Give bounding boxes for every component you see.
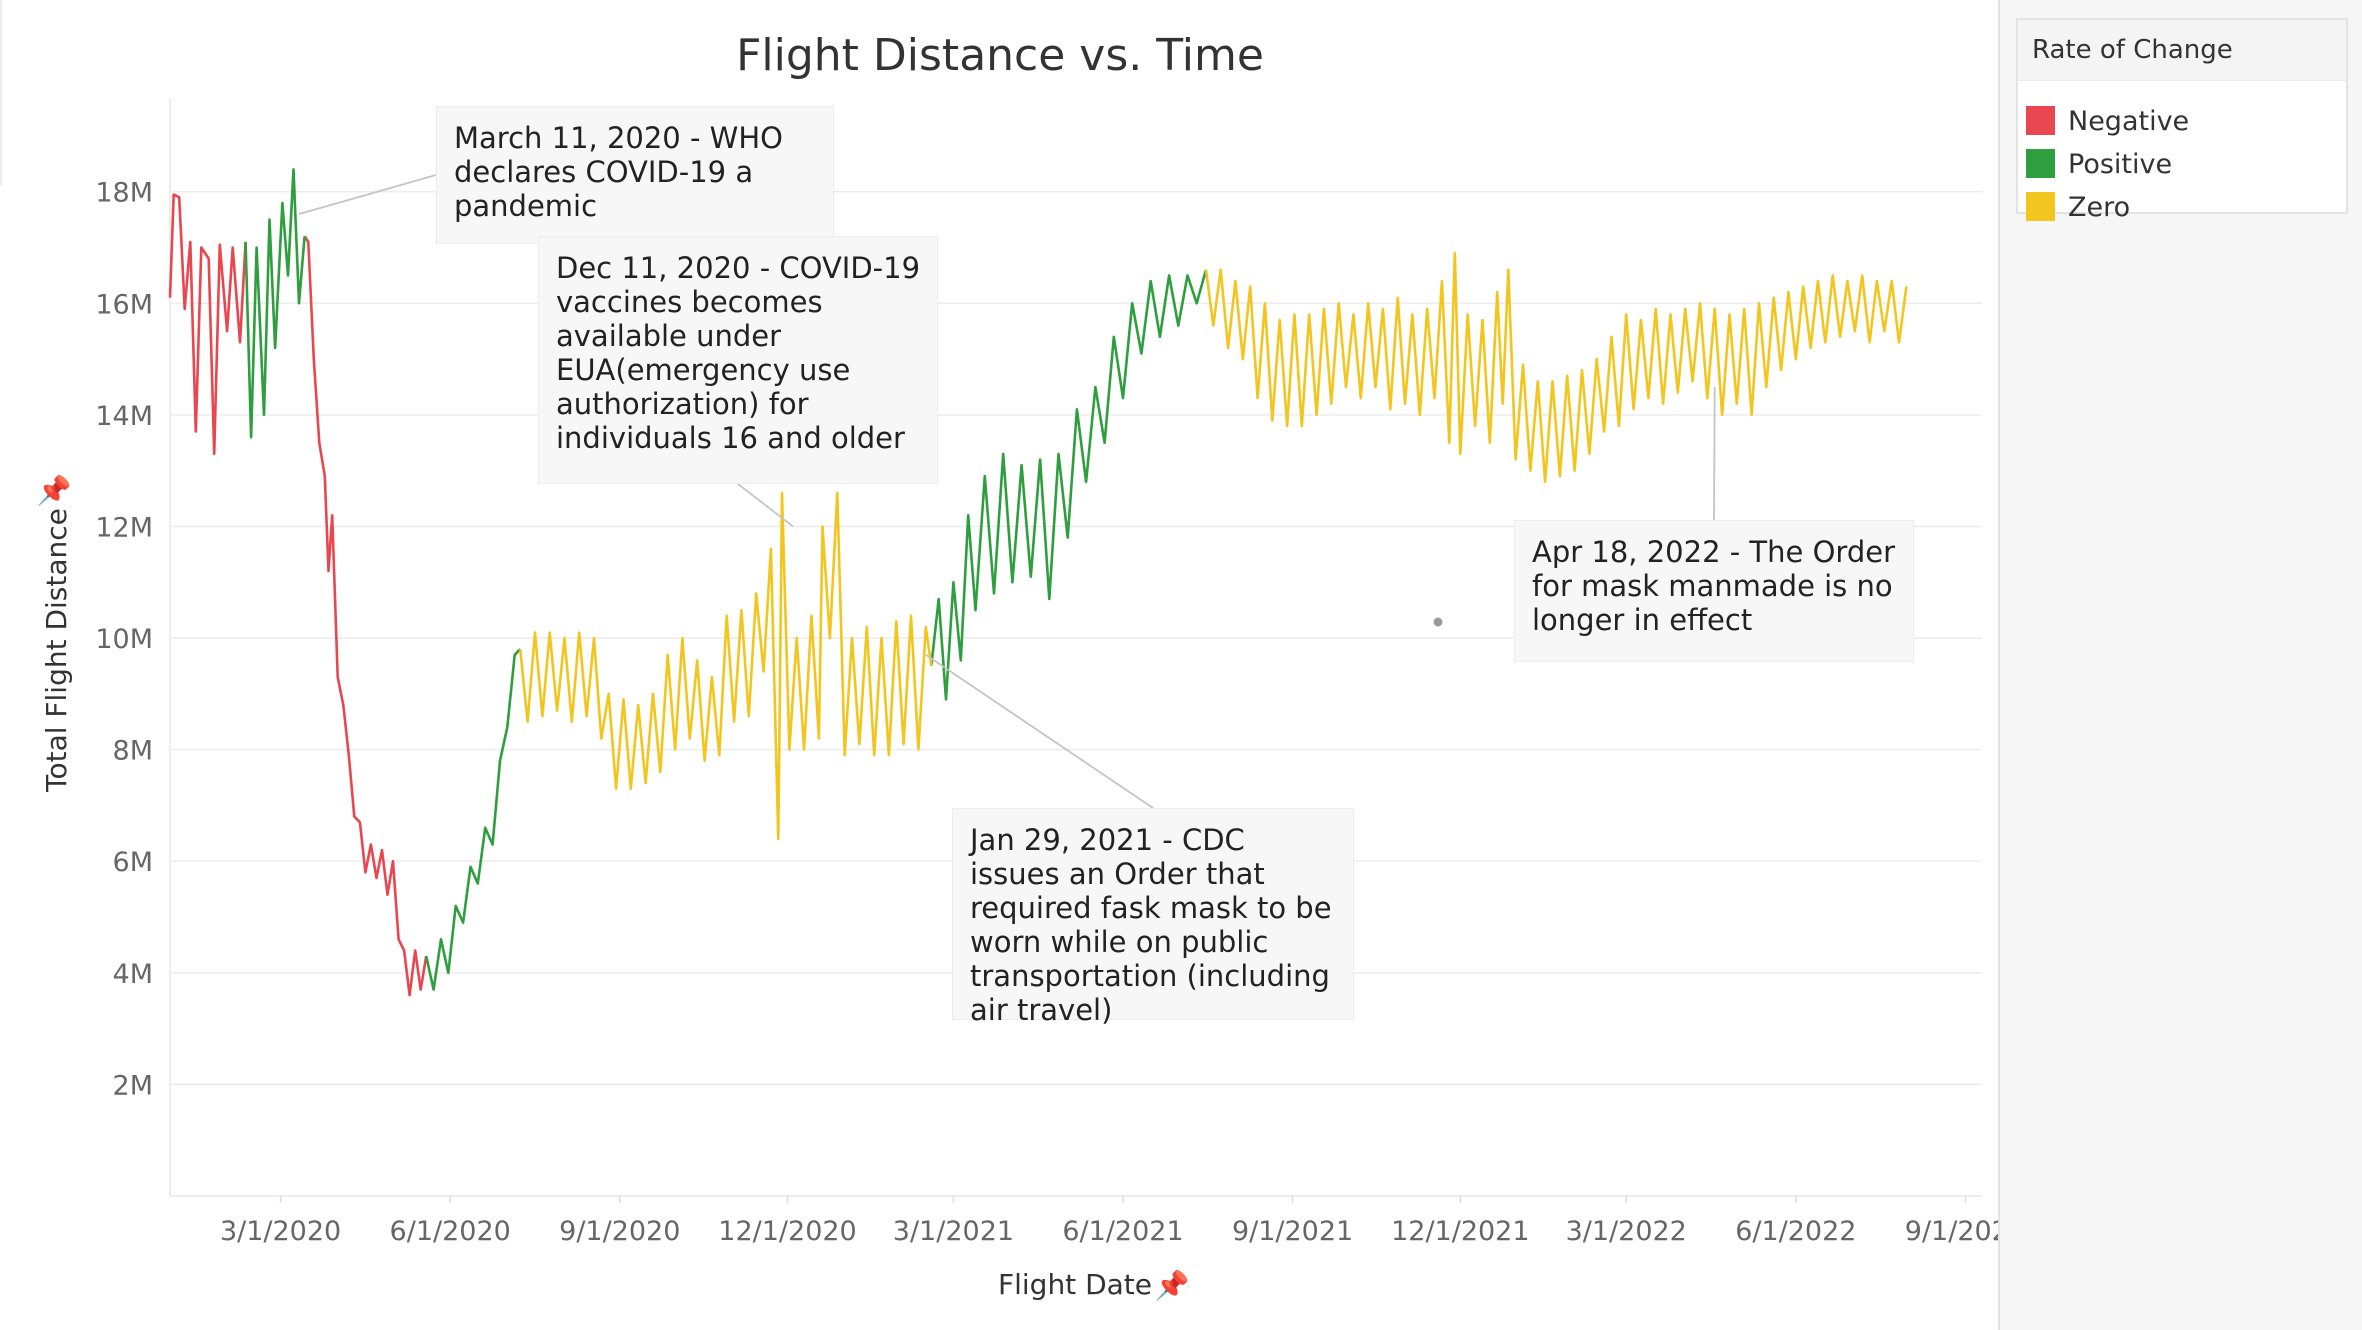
pin-icon: 📌 bbox=[37, 473, 72, 507]
x-tick-label: 6/1/2020 bbox=[390, 1216, 511, 1247]
annotation-mask-order: Jan 29, 2021 - CDC issues an Order that … bbox=[952, 808, 1354, 1027]
chart-title: Flight Distance vs. Time bbox=[736, 30, 1264, 81]
y-tick-label: 16M bbox=[95, 289, 153, 320]
x-tick-label: 9/1/2022 bbox=[1905, 1216, 2000, 1247]
legend-item-negative[interactable]: Negative bbox=[2026, 102, 2189, 142]
legend-label-negative: Negative bbox=[2068, 106, 2190, 137]
annotation-connector-vaccine-eua bbox=[737, 483, 794, 528]
legend-swatch-negative bbox=[2026, 105, 2055, 135]
legend: Rate of Change Negative Positive Zero bbox=[2016, 18, 2348, 223]
legend-item-zero[interactable]: Zero bbox=[2026, 188, 2130, 228]
legend-panel: Rate of Change Negative Positive Zero bbox=[1998, 0, 2362, 1330]
x-tick-label: 12/1/2021 bbox=[1391, 1216, 1529, 1247]
legend-swatch-zero bbox=[2026, 191, 2055, 221]
legend-title: Rate of Change bbox=[2018, 20, 2346, 81]
series-line-zero bbox=[518, 491, 933, 841]
y-axis-label: Total Flight Distance bbox=[40, 508, 73, 793]
flight-distance-chart: 2M 4M 6M 8M 10M 12M 14M 16M 18M 3/1/2020 6/1/2020 9… bbox=[37, 30, 2000, 1302]
y-tick-label: 4M bbox=[113, 959, 153, 990]
legend-label-positive: Positive bbox=[2068, 149, 2173, 180]
annotation-connector-covid-pandemic bbox=[298, 174, 437, 215]
stray-marker bbox=[1433, 617, 1443, 627]
annotation-mask-order-ended-text: Apr 18, 2022 - The Order for mask manmad… bbox=[1532, 535, 1895, 637]
pin-icon: 📌 bbox=[1155, 1268, 1190, 1302]
x-tick-label: 6/1/2021 bbox=[1062, 1216, 1183, 1247]
annotation-connector-mask-order-ended bbox=[1713, 386, 1716, 521]
series-line-negative bbox=[303, 235, 428, 997]
x-tick-label: 12/1/2020 bbox=[718, 1216, 856, 1247]
legend-swatch-positive bbox=[2026, 148, 2055, 178]
annotation-covid-pandemic: March 11, 2020 - WHO declares COVID-19 a… bbox=[436, 106, 834, 244]
annotation-covid-pandemic-text: March 11, 2020 - WHO declares COVID-19 a… bbox=[454, 121, 783, 223]
chart-area: 2M 4M 6M 8M 10M 12M 14M 16M 18M 3/1/2020 6/1/2020 9… bbox=[0, 0, 2000, 1302]
series-line-negative bbox=[168, 193, 247, 456]
x-tick-label: 6/1/2022 bbox=[1735, 1216, 1856, 1247]
y-tick-label: 2M bbox=[113, 1070, 153, 1101]
series-line-zero bbox=[1204, 251, 1908, 484]
x-tick-label: 3/1/2022 bbox=[1566, 1216, 1687, 1247]
x-tick-label: 9/1/2021 bbox=[1232, 1216, 1353, 1247]
series-line-positive bbox=[244, 168, 306, 439]
x-tick-label: 9/1/2020 bbox=[559, 1216, 680, 1247]
y-tick-label: 6M bbox=[113, 847, 153, 878]
annotation-vaccine-eua: Dec 11, 2020 - COVID-19 vaccines becomes… bbox=[538, 236, 938, 484]
y-tick-label: 18M bbox=[95, 178, 153, 209]
y-tick-label: 8M bbox=[113, 736, 153, 767]
annotation-mask-order-ended: Apr 18, 2022 - The Order for mask manmad… bbox=[1514, 520, 1914, 662]
legend-label-zero: Zero bbox=[2068, 192, 2131, 223]
annotation-vaccine-eua-text: Dec 11, 2020 - COVID-19 vaccines becomes… bbox=[556, 251, 921, 455]
annotation-mask-order-text: Jan 29, 2021 - CDC issues an Order that … bbox=[970, 823, 1332, 1027]
x-tick-label: 3/1/2021 bbox=[893, 1216, 1014, 1247]
series-line-positive bbox=[930, 269, 1208, 701]
annotation-connector-mask-order bbox=[925, 654, 1154, 809]
series-line-positive bbox=[424, 648, 522, 991]
y-tick-label: 14M bbox=[95, 401, 153, 432]
y-tick-label: 10M bbox=[95, 624, 153, 655]
x-axis-label: Flight Date bbox=[998, 1268, 1152, 1301]
y-tick-label: 12M bbox=[95, 512, 153, 543]
panel-edge-mark bbox=[0, 0, 2, 185]
legend-item-positive[interactable]: Positive bbox=[2026, 145, 2172, 185]
x-tick-label: 3/1/2020 bbox=[220, 1216, 341, 1247]
